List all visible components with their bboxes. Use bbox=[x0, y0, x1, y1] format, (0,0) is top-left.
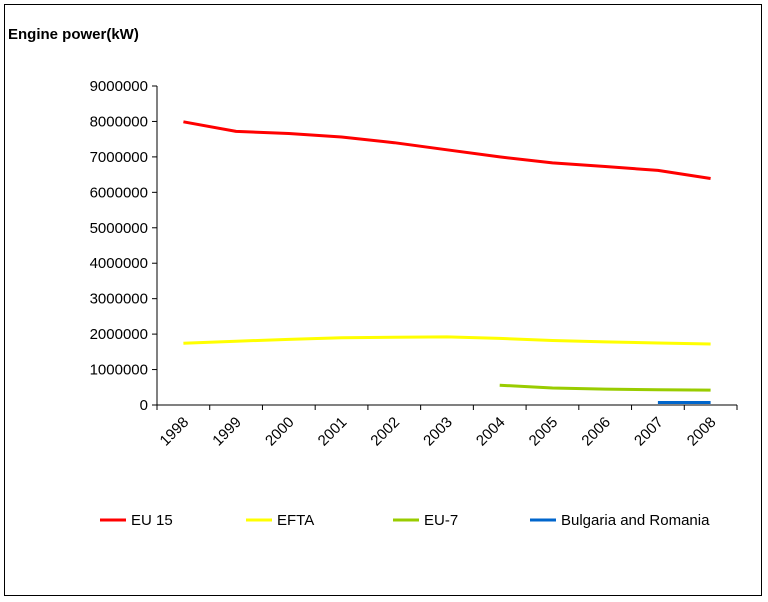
x-tick-label: 2004 bbox=[473, 414, 509, 450]
legend-label-efta: EFTA bbox=[277, 512, 314, 529]
x-tick-label: 2008 bbox=[684, 414, 720, 450]
x-tick-label: 1998 bbox=[157, 414, 193, 450]
x-tick-label: 2000 bbox=[262, 414, 298, 450]
legend-label-eu-7: EU-7 bbox=[424, 512, 458, 529]
y-tick-label: 2000000 bbox=[90, 326, 148, 343]
y-tick-label: 1000000 bbox=[90, 362, 148, 379]
series-line-efta bbox=[183, 335, 711, 346]
x-tick-label: 1999 bbox=[209, 414, 245, 450]
y-tick-label: 8000000 bbox=[90, 113, 148, 130]
x-tick-label: 2002 bbox=[367, 414, 403, 450]
chart-frame bbox=[4, 4, 762, 596]
x-tick-label: 2003 bbox=[420, 414, 456, 450]
y-tick-label: 3000000 bbox=[90, 291, 148, 308]
legend: EU 15 EFTA EU-7 Bulgaria and Romania bbox=[100, 512, 710, 529]
series-line-eu-15 bbox=[183, 120, 711, 180]
x-tick-label: 2007 bbox=[631, 414, 667, 450]
series-lines bbox=[183, 120, 711, 404]
y-tick-labels: 0 1000000 2000000 3000000 4000000 5000000 6000… bbox=[90, 78, 148, 414]
y-tick-label: 0 bbox=[140, 397, 148, 414]
y-tick-label: 9000000 bbox=[90, 78, 148, 95]
x-tick-labels: 1998 1999 2000 2001 2002 2003 2004 2005 2006 2007… bbox=[157, 414, 720, 450]
y-tick-label: 4000000 bbox=[90, 255, 148, 272]
y-tick-label: 6000000 bbox=[90, 184, 148, 201]
legend-label-bulgaria-and-romania: Bulgaria and Romania bbox=[561, 512, 710, 529]
legend-label-eu-15: EU 15 bbox=[131, 512, 173, 529]
chart-title: Engine power(kW) bbox=[8, 26, 139, 43]
x-tick-label: 2006 bbox=[578, 414, 614, 450]
x-tick-label: 2001 bbox=[315, 414, 351, 450]
x-tick-label: 2005 bbox=[526, 414, 562, 450]
series-line-eu-7 bbox=[499, 383, 711, 392]
y-tick-label: 7000000 bbox=[90, 149, 148, 166]
y-tick-label: 5000000 bbox=[90, 220, 148, 237]
axes bbox=[152, 85, 738, 410]
